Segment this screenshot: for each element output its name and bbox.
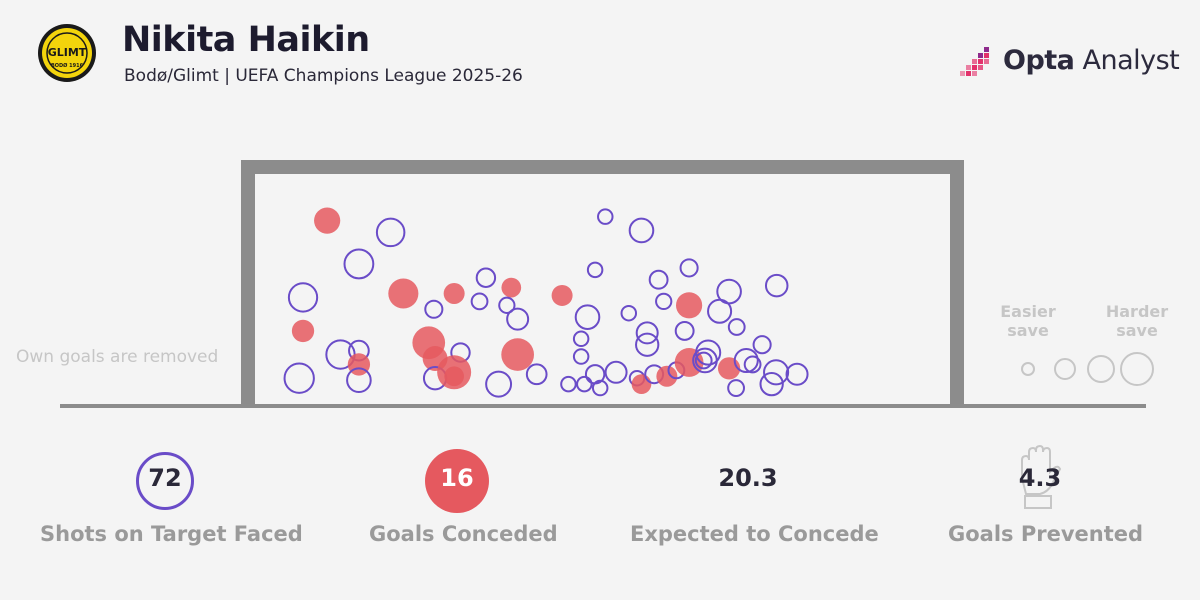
shot-save-28 bbox=[572, 330, 590, 348]
shot-save-19 bbox=[475, 267, 497, 288]
goal-frame bbox=[241, 160, 964, 406]
legend-circle-m bbox=[1087, 355, 1115, 383]
goals-label: Goals Conceded bbox=[369, 522, 558, 546]
shot-save-1 bbox=[375, 217, 406, 248]
shot-save-3 bbox=[287, 282, 319, 313]
shot-goal-25 bbox=[501, 338, 534, 371]
shot-save-54 bbox=[692, 347, 718, 374]
shot-save-2 bbox=[343, 248, 375, 280]
svg-text:GLIMT: GLIMT bbox=[48, 46, 87, 59]
shot-save-45 bbox=[655, 292, 673, 311]
shot-save-58 bbox=[727, 318, 746, 336]
shot-save-64 bbox=[764, 273, 789, 298]
prevented-value: 4.3 bbox=[1018, 464, 1062, 492]
shot-save-31 bbox=[586, 261, 604, 279]
legend-harder-save: Harder save bbox=[1105, 302, 1169, 340]
subtitle: Bodø/Glimt | UEFA Champions League 2025-… bbox=[124, 66, 523, 86]
brand-text: Opta Analyst bbox=[1003, 45, 1180, 76]
club-badge-logo: GLIMT BODØ 1916 bbox=[38, 24, 96, 82]
shot-save-38 bbox=[620, 304, 638, 322]
shot-save-32 bbox=[560, 375, 577, 393]
shots-circle bbox=[136, 452, 194, 510]
own-goals-note: Own goals are removed bbox=[16, 347, 219, 367]
shot-save-49 bbox=[674, 320, 695, 341]
shot-goal-43 bbox=[631, 374, 652, 394]
goalkeeper-glove-icon bbox=[1021, 444, 1062, 509]
shot-save-57 bbox=[707, 298, 733, 324]
legend-circle-xs bbox=[1021, 362, 1035, 376]
shot-goal-0 bbox=[314, 207, 341, 234]
shot-save-41 bbox=[635, 332, 660, 357]
shot-goal-4 bbox=[291, 319, 315, 343]
shot-goal-22 bbox=[501, 277, 522, 298]
shot-save-11 bbox=[424, 299, 444, 319]
legend-easier-save: Easier save bbox=[1000, 302, 1056, 340]
shot-save-9 bbox=[346, 367, 372, 393]
shot-save-21 bbox=[485, 370, 513, 398]
legend-circle-l bbox=[1120, 352, 1154, 386]
shot-save-33 bbox=[576, 375, 593, 393]
shot-goal-27 bbox=[551, 284, 573, 306]
shot-save-39 bbox=[628, 217, 655, 244]
xg-value: 20.3 bbox=[718, 464, 778, 492]
shot-save-23 bbox=[498, 296, 516, 314]
legend-circle-s bbox=[1054, 358, 1076, 380]
shot-save-66 bbox=[759, 371, 784, 397]
shot-save-6 bbox=[283, 362, 315, 394]
player-name: Nikita Haikin bbox=[122, 20, 370, 60]
goals-value: 16 bbox=[440, 464, 474, 492]
shot-save-20 bbox=[470, 292, 489, 311]
shot-save-60 bbox=[727, 379, 745, 397]
shot-save-50 bbox=[679, 258, 699, 278]
shot-save-36 bbox=[604, 360, 628, 384]
opta-analyst-logo-icon bbox=[960, 47, 989, 76]
prevented-label: Goals Prevented bbox=[948, 522, 1144, 546]
shot-save-63 bbox=[743, 355, 762, 374]
shot-save-29 bbox=[572, 348, 590, 365]
svg-text:BODØ 1916: BODØ 1916 bbox=[51, 62, 84, 69]
shot-goal-18 bbox=[437, 355, 472, 390]
goals-circle bbox=[425, 449, 489, 513]
shot-save-30 bbox=[574, 304, 601, 330]
shot-goal-52 bbox=[674, 348, 704, 377]
shots-value: 72 bbox=[148, 464, 182, 492]
shot-save-62 bbox=[752, 335, 772, 355]
shots-label: Shots on Target Faced bbox=[40, 522, 303, 546]
shot-save-40 bbox=[635, 321, 659, 345]
shot-save-37 bbox=[597, 208, 614, 225]
shot-goal-51 bbox=[676, 292, 703, 319]
shot-save-26 bbox=[525, 363, 548, 386]
shot-goal-47 bbox=[656, 365, 678, 387]
legend-circles bbox=[1021, 352, 1154, 386]
shot-save-24 bbox=[506, 307, 530, 331]
shot-save-67 bbox=[785, 362, 809, 386]
shots-group bbox=[283, 207, 809, 398]
shot-goal-15 bbox=[443, 283, 465, 304]
shot-save-44 bbox=[648, 269, 669, 290]
shot-save-65 bbox=[763, 359, 790, 386]
shot-goal-10 bbox=[388, 278, 419, 309]
xg-label: Expected to Concede bbox=[630, 522, 879, 546]
shot-save-55 bbox=[694, 351, 713, 370]
shot-save-35 bbox=[591, 379, 609, 397]
shot-save-61 bbox=[733, 347, 759, 374]
